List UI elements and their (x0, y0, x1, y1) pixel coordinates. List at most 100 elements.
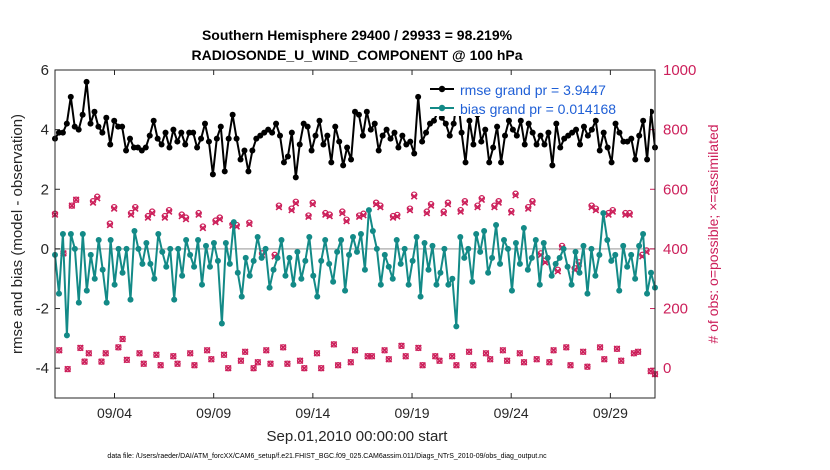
rmse-point (320, 141, 327, 148)
rmse-point (355, 111, 362, 118)
obs-possible-point (617, 357, 625, 364)
rmse-point (304, 123, 311, 130)
obs-assimilated-point (250, 364, 257, 372)
bias-point (389, 275, 396, 282)
rmse-point (277, 132, 283, 139)
bias-point (131, 228, 138, 235)
rmse-point (174, 138, 181, 145)
obs-possible-point (482, 350, 490, 357)
obs-possible-point (533, 356, 540, 363)
obs-assimilated-point (453, 361, 460, 369)
obs-assimilated-point (584, 363, 591, 371)
obs-possible-point (470, 362, 477, 369)
rmse-point (513, 132, 520, 139)
bias-point (294, 248, 301, 255)
bias-point (195, 236, 202, 243)
rmse-point (387, 135, 394, 142)
bias-point (147, 260, 154, 267)
bias-point (342, 287, 349, 294)
bias-point (477, 248, 484, 255)
bias-point (644, 290, 651, 297)
bias-point (95, 236, 102, 243)
obs-assimilated-point (448, 352, 456, 360)
rmse-point (577, 141, 583, 148)
obs-possible-point (516, 350, 523, 357)
obs-possible-point (499, 347, 507, 354)
obs-possible-point (237, 357, 245, 364)
obs-assimilated-point (372, 200, 380, 208)
rmse-point (178, 129, 185, 136)
bias-point (564, 263, 571, 270)
bias-point (338, 236, 345, 243)
obs-assimilated-point (241, 348, 249, 356)
rmse-point (237, 156, 244, 163)
rmse-point (205, 138, 212, 145)
obs-assimilated-point (292, 199, 300, 207)
obs-possible-point (64, 365, 71, 373)
obs-assimilated-point (609, 208, 617, 216)
obs-assimilated-point (127, 211, 135, 218)
bias-point (556, 254, 563, 261)
rmse-point (450, 120, 457, 127)
rmse-point (328, 159, 335, 166)
obs-assimilated-point (115, 343, 122, 351)
legend-bias-label: bias grand pr = 0.014168 (460, 101, 616, 117)
rmse-point (470, 141, 477, 148)
rmse-point (517, 117, 524, 124)
rmse-point (399, 132, 406, 139)
rmse-point (312, 132, 319, 139)
obs-assimilated-point (512, 191, 519, 199)
rmse-point (509, 126, 516, 133)
y-axis-label-left: rmse and bias (model - observation) (9, 114, 26, 354)
obs-possible-point (246, 219, 253, 226)
rmse-point (608, 159, 615, 166)
obs-assimilated-point (207, 355, 215, 363)
obs-possible-point (98, 358, 105, 365)
obs-possible-point (415, 344, 422, 352)
bias-point (405, 281, 412, 288)
bias-point (353, 248, 360, 255)
rmse-point (604, 144, 611, 151)
obs-assimilated-point (262, 346, 270, 354)
rmse-point (194, 144, 201, 151)
obs-assimilated-point (254, 358, 262, 366)
bias-point (55, 290, 62, 297)
y-tick-left-label: -4 (36, 360, 49, 377)
bias-point (580, 242, 587, 249)
footer-data-file: data file: /Users/raeder/DAI/ATM_forcXX/… (107, 453, 547, 460)
bias-point (262, 245, 269, 252)
bias-point (286, 254, 293, 261)
legend: rmse grand pr = 3.9447 bias grand pr = 0… (427, 78, 650, 117)
obs-assimilated-point (406, 206, 414, 214)
bias-point (183, 236, 190, 243)
rmse-point (123, 147, 130, 154)
obs-assimilated-point (182, 215, 190, 223)
obs-possible-point (453, 362, 460, 369)
rmse-point (592, 117, 599, 124)
obs-possible-point (520, 359, 528, 366)
bias-point (473, 231, 480, 237)
rmse-point (391, 129, 398, 136)
rmse-point (202, 120, 208, 127)
rmse-point (119, 123, 126, 130)
obs-assimilated-point (169, 352, 177, 360)
bias-point (532, 236, 539, 243)
rmse-point (462, 159, 469, 166)
rmse-point (438, 114, 445, 121)
bias-point (350, 233, 357, 240)
rmse-point (296, 141, 303, 148)
obs-possible-point (317, 364, 325, 372)
bias-point (310, 272, 317, 279)
obs-possible-point (157, 362, 164, 369)
bias-point (306, 233, 313, 240)
obs-possible-point (330, 341, 338, 348)
bias-point (115, 245, 122, 252)
bias-point (413, 233, 420, 240)
rmse-point (103, 114, 110, 121)
rmse-point (442, 120, 449, 127)
x-tick-label: 09/29 (593, 405, 628, 421)
rmse-point (127, 135, 133, 142)
obs-possible-point (136, 350, 143, 357)
bias-point (143, 239, 150, 246)
x-tick-label: 09/19 (395, 405, 430, 421)
